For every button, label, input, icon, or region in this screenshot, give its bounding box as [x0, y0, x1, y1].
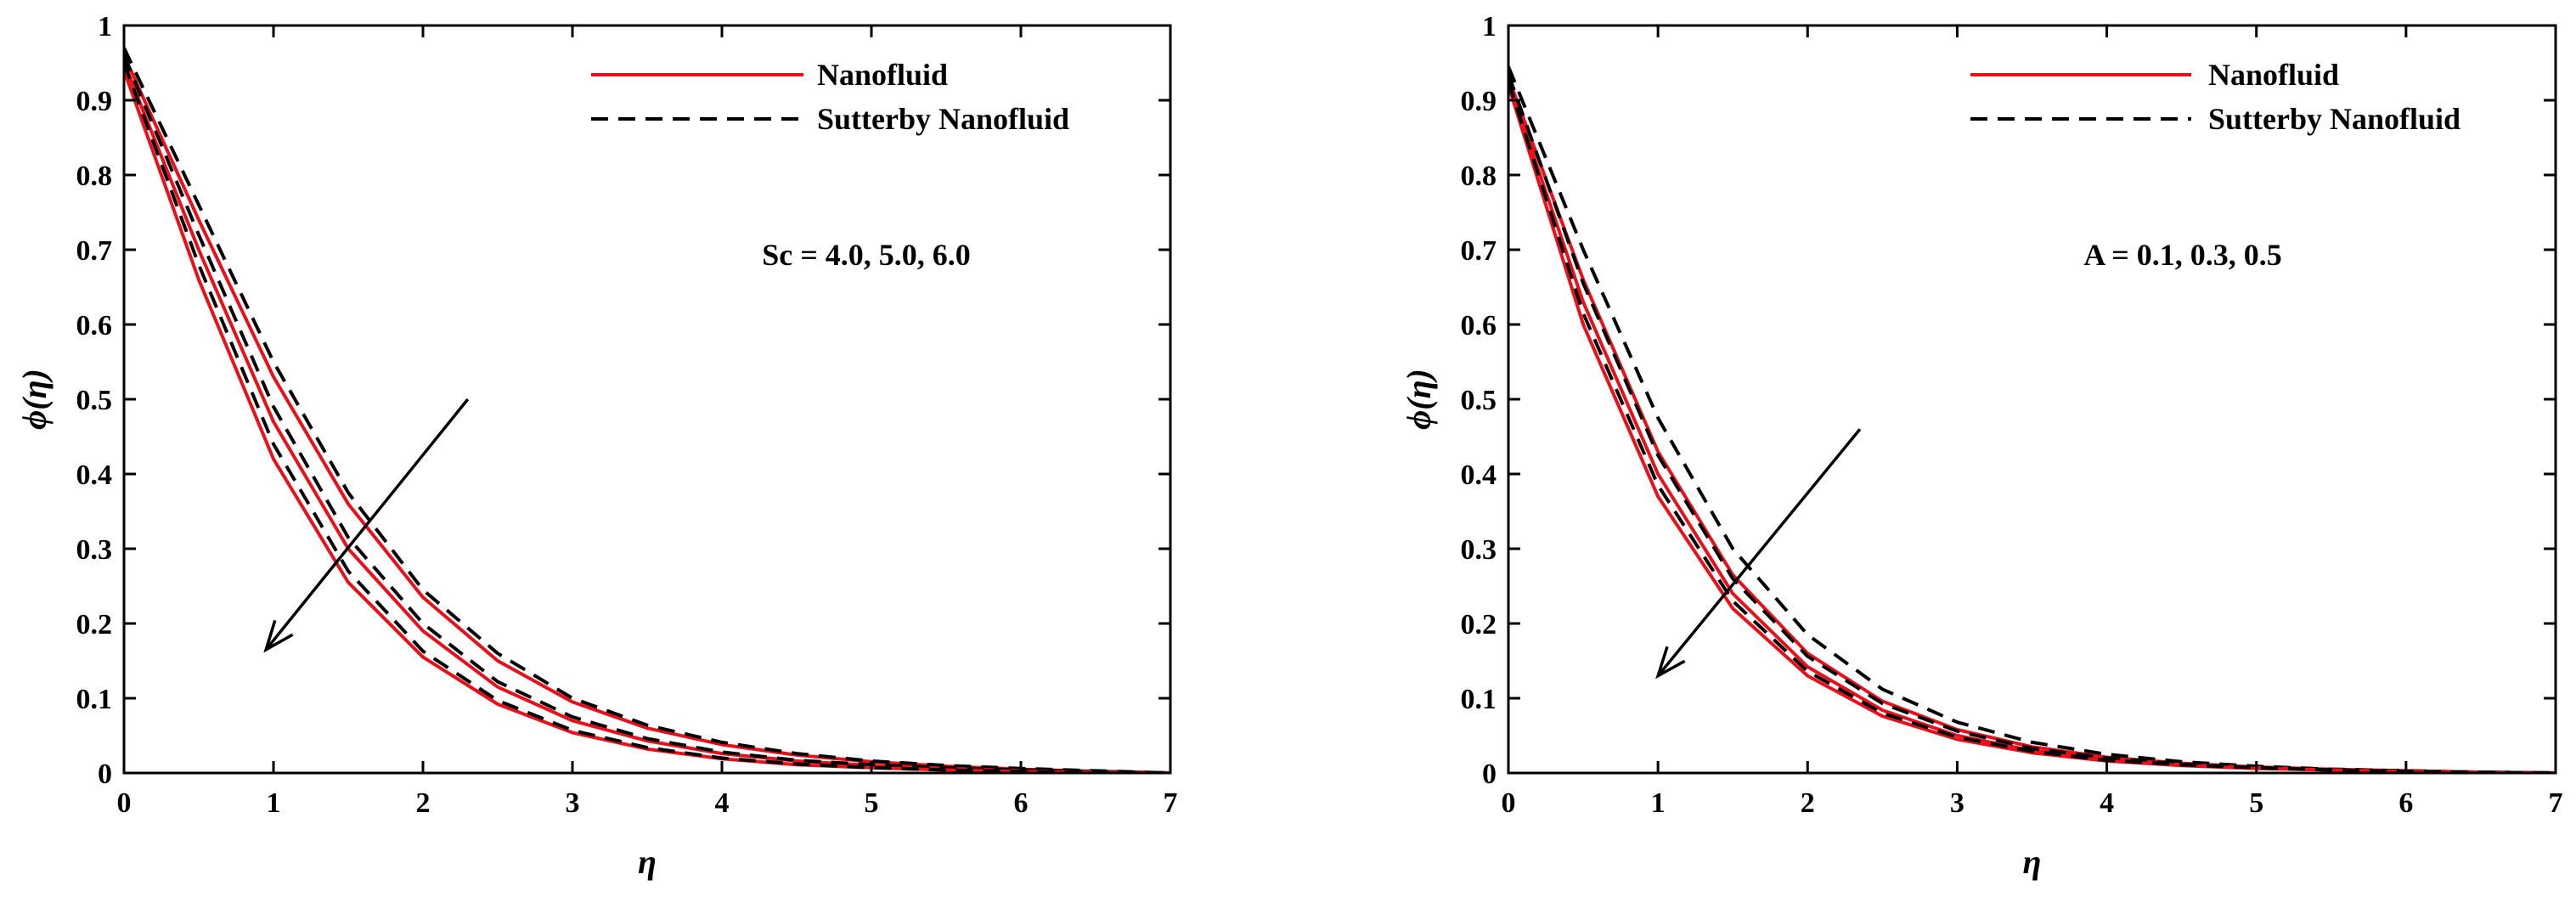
x-tick-label: 4: [2100, 787, 2114, 819]
legend: Nanofluid Sutterby Nanofluid: [591, 58, 1069, 136]
y-tick-label: 0.7: [1461, 235, 1497, 267]
legend-label-nanofluid: Nanofluid: [817, 58, 948, 92]
y-tick-label: 0.4: [1461, 460, 1497, 491]
y-axis-label: ϕ(η): [1400, 369, 1438, 430]
y-tick-label: 0.7: [76, 235, 113, 267]
sutterby-nanofluid-line-1: [124, 47, 1170, 773]
sutterby-nanofluid-line-2: [124, 54, 1170, 773]
x-tick-label: 2: [416, 787, 431, 819]
x-tick-label: 3: [566, 787, 580, 819]
nanofluid-line-3: [124, 70, 1170, 773]
chart-panel-1: 0 1 2 3 4 5 6 7 0 0.1 0.2 0.3 0.4 0.5 0.6 0.7 0.8 0.9 1 η ϕ(…: [15, 11, 1178, 881]
nanofluid-line-2: [1508, 81, 2556, 773]
y-tick-label: 0.9: [76, 86, 113, 117]
y-tick-label: 0.3: [76, 534, 113, 566]
y-tick-label: 0: [98, 759, 112, 790]
y-tick-label: 0.9: [1461, 86, 1497, 117]
legend-label-nanofluid: Nanofluid: [2208, 58, 2339, 92]
y-tick-label: 0.6: [76, 310, 113, 341]
parameter-annotation: A = 0.1, 0.3, 0.5: [2083, 238, 2282, 272]
y-tick-label: 0.3: [1461, 534, 1497, 566]
y-tick-label: 0.6: [1461, 310, 1497, 341]
nanofluid-line-1: [124, 54, 1170, 773]
y-tick-label: 0.1: [1461, 684, 1497, 715]
y-tick-label: 0.5: [76, 385, 113, 416]
x-axis-label: η: [638, 843, 657, 881]
x-tick-label: 6: [2398, 787, 2413, 819]
y-tick-label: 0.2: [1461, 609, 1497, 640]
arrow-head: [1655, 646, 1686, 680]
x-tick-label: 6: [1014, 787, 1029, 819]
sutterby-nanofluid-line-3: [1508, 81, 2556, 773]
x-tick-label: 0: [117, 787, 132, 819]
axes-box: [122, 24, 1172, 775]
y-tick-label: 0.8: [1461, 161, 1497, 192]
x-tick-label: 5: [2249, 787, 2263, 819]
arrow-head: [263, 619, 294, 653]
y-tick-label: 0.2: [76, 609, 113, 640]
x-tick-label: 1: [267, 787, 281, 819]
y-tick-label: 1: [98, 11, 112, 42]
sutterby-nanofluid-line-3: [124, 62, 1170, 773]
legend-label-sutterby-nanofluid: Sutterby Nanofluid: [817, 102, 1069, 136]
legend-label-sutterby-nanofluid: Sutterby Nanofluid: [2208, 102, 2460, 136]
x-tick-label: 3: [1950, 787, 1964, 819]
y-tick-label: 0.1: [76, 684, 113, 715]
chart-panel-2: 0 1 2 3 4 5 6 7 0 0.1 0.2 0.3 0.4 0.5 0.6 0.7 0.8 0.9 1 η ϕ(…: [1400, 11, 2563, 881]
y-tick-label: 0.5: [1461, 385, 1497, 416]
y-tick-label: 0: [1482, 759, 1497, 790]
x-tick-label: 7: [2549, 787, 2563, 819]
series-group: [124, 47, 1170, 773]
y-tick-label: 0.8: [76, 161, 113, 192]
legend: Nanofluid Sutterby Nanofluid: [1970, 58, 2460, 136]
x-tick-label: 7: [1164, 787, 1178, 819]
x-axis-label: η: [2023, 843, 2042, 881]
x-tick-label: 5: [865, 787, 879, 819]
y-tick-label: 1: [1482, 11, 1497, 42]
x-tick-label: 2: [1801, 787, 1815, 819]
series-group: [1508, 65, 2556, 773]
trend-arrow: [263, 398, 470, 653]
x-tick-label: 1: [1651, 787, 1666, 819]
y-tick-label: 0.4: [76, 460, 113, 491]
trend-arrow: [1655, 428, 1862, 680]
y-axis-label: ϕ(η): [15, 369, 54, 430]
x-tick-label: 4: [715, 787, 730, 819]
sutterby-nanofluid-line-1: [1508, 65, 2556, 773]
parameter-annotation: Sc = 4.0, 5.0, 6.0: [762, 238, 971, 272]
x-tick-label: 0: [1502, 787, 1516, 819]
axes-box: [1507, 24, 2557, 775]
